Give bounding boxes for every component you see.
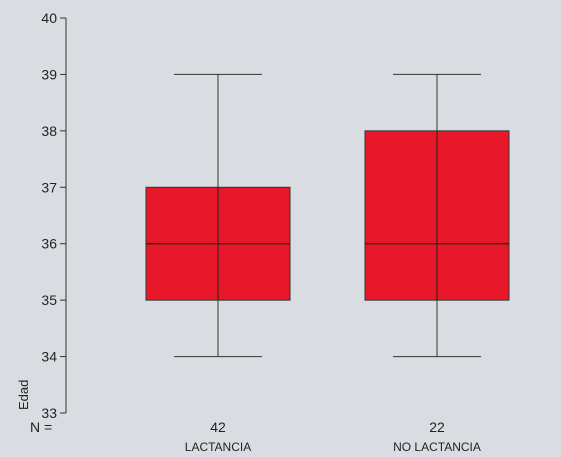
n-value-label: 42 <box>210 419 226 435</box>
y-tick-label: 40 <box>41 10 57 26</box>
category-label: NO LACTANCIA <box>393 440 481 454</box>
box-2 <box>364 73 510 358</box>
y-axis: 33 34 35 36 37 38 39 40 <box>41 10 67 421</box>
n-prefix-label: N = <box>30 419 52 435</box>
y-tick-label: 39 <box>41 66 57 82</box>
y-axis-title: Edad <box>16 380 31 410</box>
y-tick-label: 38 <box>41 123 57 139</box>
y-tick-label: 34 <box>41 349 57 365</box>
category-labels: 42 LACTANCIA 22 NO LACTANCIA <box>185 419 481 454</box>
boxes-layer <box>145 73 510 358</box>
category-label: LACTANCIA <box>185 440 251 454</box>
y-tick-label: 35 <box>41 292 57 308</box>
n-value-label: 22 <box>429 419 445 435</box>
y-tick-label: 36 <box>41 236 57 252</box>
y-tick-label: 37 <box>41 179 57 195</box>
y-tick-label: 33 <box>41 405 57 421</box>
box-1 <box>145 73 291 358</box>
